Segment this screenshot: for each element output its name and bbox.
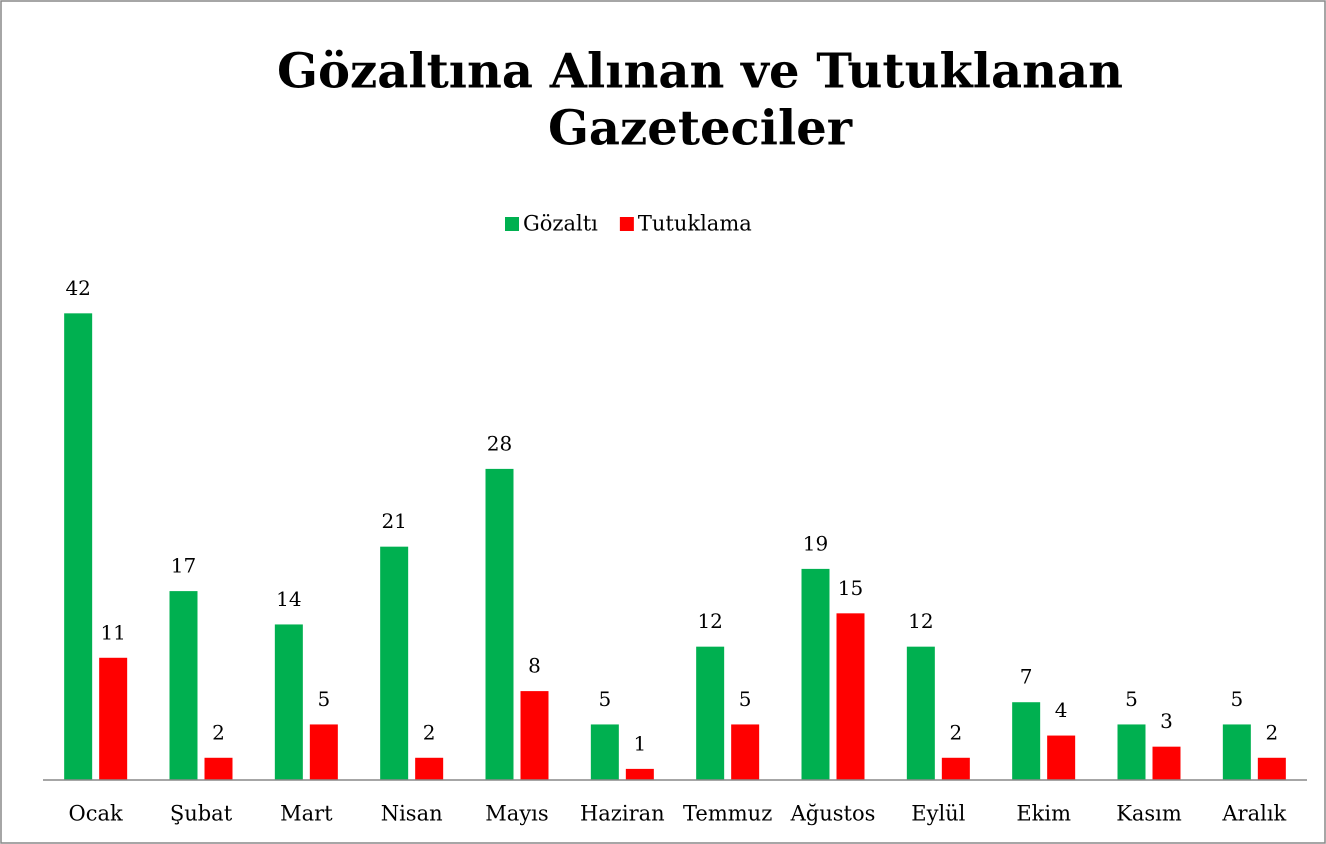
bar (309, 724, 338, 780)
data-label: 2 (949, 720, 962, 744)
bar (520, 691, 549, 780)
bar (906, 646, 935, 780)
data-label: 7 (1020, 665, 1033, 689)
bar (625, 768, 654, 780)
x-tick-label: Kasım (1116, 802, 1182, 826)
x-tick-label: Mayıs (485, 802, 548, 826)
bar (731, 724, 760, 780)
data-label: 28 (487, 431, 512, 455)
bar (204, 757, 233, 780)
data-label: 3 (1160, 709, 1173, 733)
x-tick-label: Mart (280, 802, 333, 826)
data-label: 12 (697, 609, 722, 633)
x-tick-label: Haziran (580, 802, 665, 826)
legend-swatch (505, 217, 519, 231)
bar (485, 468, 514, 780)
data-label: 17 (171, 554, 196, 578)
data-label: 5 (598, 687, 611, 711)
data-label: 4 (1055, 698, 1068, 722)
x-tick-label: Ekim (1016, 802, 1071, 826)
bar (1047, 735, 1076, 780)
x-tick-label: Ağustos (790, 802, 876, 826)
bar (64, 313, 93, 780)
data-label: 2 (423, 720, 436, 744)
chart-title: Gözaltına Alınan ve Tutuklanan (277, 44, 1123, 100)
x-tick-label: Şubat (170, 802, 233, 826)
bar (1117, 724, 1146, 780)
chart-title: Gazeteciler (548, 101, 853, 157)
legend-label: Tutuklama (638, 212, 752, 236)
data-label: 2 (1265, 720, 1278, 744)
data-label: 5 (317, 687, 330, 711)
data-label: 1 (633, 731, 646, 755)
bar (1257, 757, 1286, 780)
legend-label: Gözaltı (523, 212, 598, 236)
bar (1222, 724, 1251, 780)
data-label: 21 (381, 509, 406, 533)
bar (1152, 746, 1181, 780)
data-label: 14 (276, 587, 301, 611)
bar (415, 757, 444, 780)
x-tick-label: Eylül (911, 802, 965, 826)
data-label: 5 (1125, 687, 1138, 711)
x-tick-label: Temmuz (683, 802, 772, 826)
bar (274, 624, 303, 780)
data-label: 19 (803, 531, 828, 555)
data-label: 15 (838, 576, 863, 600)
data-label: 11 (100, 620, 125, 644)
data-label: 2 (212, 720, 225, 744)
data-label: 5 (739, 687, 752, 711)
bar (99, 657, 128, 780)
bar (1012, 702, 1041, 780)
x-tick-label: Aralık (1221, 802, 1286, 826)
bar (836, 613, 865, 780)
bar (696, 646, 725, 780)
data-label: 42 (65, 276, 90, 300)
data-label: 12 (908, 609, 933, 633)
bar (380, 546, 409, 780)
x-tick-label: Ocak (69, 802, 123, 826)
x-tick-label: Nisan (381, 802, 443, 826)
bar (801, 568, 830, 780)
data-label: 5 (1230, 687, 1243, 711)
bar (169, 591, 198, 780)
bar (941, 757, 970, 780)
bar (590, 724, 619, 780)
data-label: 8 (528, 654, 541, 678)
legend-swatch (619, 217, 634, 231)
